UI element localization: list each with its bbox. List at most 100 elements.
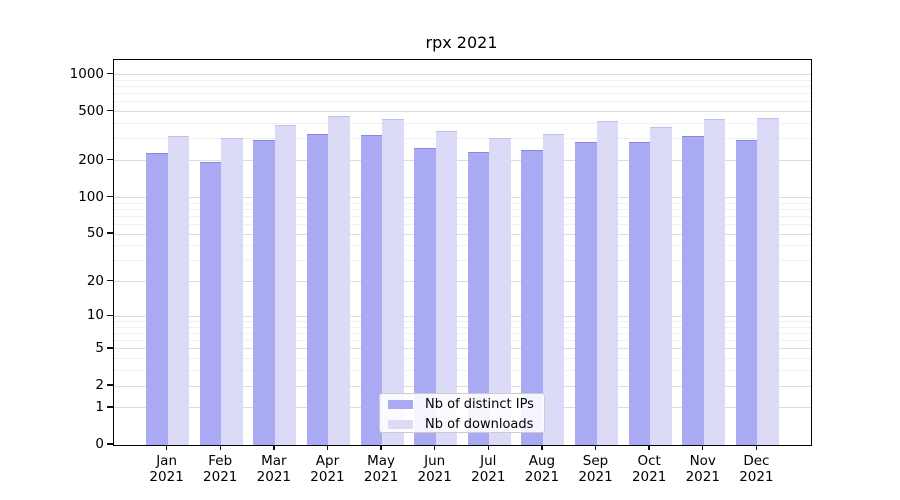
y-tick-mark (107, 195, 113, 198)
x-tick-label-jul: Jul 2021 (471, 453, 506, 485)
y-tick-label: 20 (86, 272, 104, 289)
y-tick-label: 1 (95, 398, 104, 415)
legend-item-distinct-ips: Nb of distinct IPs (380, 395, 544, 414)
legend-item-downloads: Nb of downloads (380, 415, 544, 434)
y-tick-mark (107, 314, 113, 317)
legend-swatch-downloads (388, 420, 413, 429)
x-tick-mark (326, 445, 329, 450)
x-tick-mark (273, 445, 275, 450)
gridline-minor (114, 321, 811, 323)
bar-ips-jul (467, 151, 490, 445)
gridline-minor (114, 93, 811, 95)
gridline-minor (114, 260, 811, 262)
y-tick-mark (107, 384, 113, 386)
bar-ips-nov (682, 136, 704, 445)
x-tick-mark (541, 445, 543, 450)
bar-downloads-jul (489, 137, 511, 445)
gridline-minor (114, 208, 811, 210)
y-tick-label: 0 (95, 436, 104, 452)
gridline-minor (114, 79, 811, 81)
gridline-major (114, 197, 811, 198)
legend-label-distinct-ips: Nb of distinct IPs (425, 397, 534, 412)
gridline-minor (114, 332, 811, 334)
bar-ips-mar (253, 140, 275, 445)
y-tick-mark (107, 232, 113, 234)
bar-downloads-may (382, 119, 404, 445)
x-tick-mark (594, 445, 597, 450)
y-tick-mark (107, 72, 113, 75)
gridline-minor (114, 358, 811, 360)
bar-downloads-jan (167, 136, 190, 445)
y-tick-label: 1000 (69, 65, 104, 82)
y-tick-label: 5 (95, 339, 104, 356)
bar-ips-feb (199, 162, 222, 445)
y-tick-label: 200 (78, 151, 104, 168)
x-tick-label-feb: Feb 2021 (203, 453, 238, 485)
legend-label-downloads: Nb of downloads (425, 417, 534, 432)
x-tick-label-oct: Oct 2021 (631, 453, 667, 485)
x-tick-label-sep: Sep 2021 (578, 453, 613, 485)
bar-downloads-mar (274, 125, 297, 445)
x-tick-label-nov: Nov 2021 (685, 453, 720, 485)
gridline-minor (114, 123, 811, 125)
gridline-major (114, 348, 811, 350)
y-tick-mark (107, 406, 113, 408)
gridline-major (114, 281, 811, 283)
bar-ips-may (360, 134, 383, 445)
y-tick-mark (107, 347, 113, 349)
x-tick-mark (165, 445, 168, 450)
bar-ips-aug (521, 150, 543, 445)
x-tick-mark (702, 445, 704, 450)
x-tick-mark (755, 445, 758, 450)
bar-ips-dec (735, 140, 758, 445)
y-tick-label: 10 (86, 307, 104, 324)
gridline-major (114, 160, 811, 162)
y-tick-label: 100 (78, 188, 104, 205)
x-tick-label-aug: Aug 2021 (524, 453, 560, 485)
x-tick-mark (487, 445, 489, 450)
bar-ips-jun (414, 148, 436, 445)
y-tick-label: 2 (95, 377, 104, 394)
x-tick-mark (433, 445, 436, 450)
gridline-minor (114, 326, 811, 328)
x-tick-label-apr: Apr 2021 (310, 453, 345, 485)
bar-ips-apr (306, 133, 329, 445)
chart-title: rpx 2021 (425, 33, 498, 52)
bar-downloads-jun (435, 131, 458, 445)
gridline-minor (114, 215, 811, 217)
gridline-minor (114, 85, 811, 87)
x-tick-mark (648, 445, 650, 450)
gridline-minor (114, 370, 811, 372)
gridline-major (114, 233, 811, 235)
bar-downloads-sep (596, 121, 619, 445)
gridline-minor (114, 202, 811, 204)
x-tick-mark (380, 445, 382, 450)
gridline-minor (114, 101, 811, 103)
legend: Nb of distinct IPs Nb of downloads (379, 393, 545, 433)
x-tick-label-mar: Mar 2021 (256, 453, 292, 485)
y-tick-mark (107, 109, 113, 112)
gridline-minor (114, 340, 811, 342)
y-tick-mark (107, 158, 113, 161)
bar-ips-jan (146, 152, 168, 445)
gridline-major (114, 315, 811, 317)
gridline-minor (114, 224, 811, 226)
gridline-major (114, 74, 811, 75)
x-tick-label-may: May 2021 (363, 453, 399, 485)
x-tick-label-jan: Jan 2021 (149, 453, 184, 485)
x-tick-label-dec: Dec 2021 (739, 453, 774, 485)
y-tick-mark (107, 280, 113, 282)
x-tick-mark (219, 445, 221, 450)
y-tick-mark (107, 443, 113, 445)
bar-downloads-dec (757, 117, 779, 445)
x-tick-label-jun: Jun 2021 (417, 453, 452, 485)
bar-ips-sep (575, 142, 597, 445)
bar-downloads-feb (221, 138, 243, 445)
legend-swatch-distinct-ips (388, 400, 413, 409)
bar-downloads-apr (328, 116, 350, 445)
y-tick-label: 500 (78, 102, 104, 119)
y-tick-label: 50 (86, 225, 104, 242)
gridline-minor (114, 245, 811, 247)
gridline-major (114, 111, 811, 113)
